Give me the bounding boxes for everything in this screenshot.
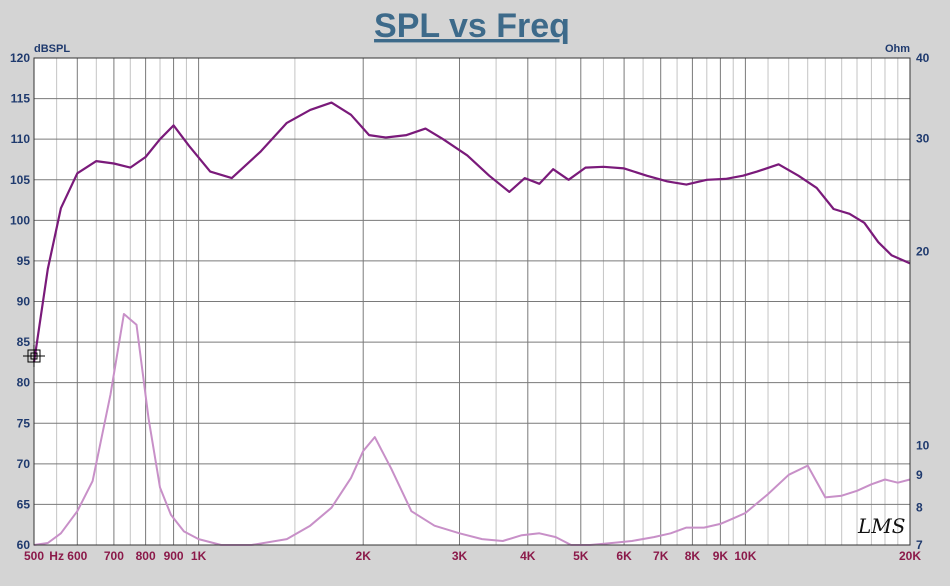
- y-right-tick-label: 7: [916, 538, 923, 552]
- x-tick-label: 8K: [685, 549, 701, 563]
- axis-tick-labels: 60 65 70 75 80 85 90 95 100 105 110 115 120 7 8 9 10 20 30…: [10, 51, 930, 563]
- grid-lines: [33, 57, 911, 546]
- y-left-tick-label: 100: [10, 213, 30, 227]
- x-tick-label: Hz: [49, 549, 64, 563]
- x-tick-label: 10K: [734, 549, 756, 563]
- x-tick-label: 700: [104, 549, 124, 563]
- chart-title: SPL vs Freq: [374, 7, 570, 45]
- x-tick-label: 20K: [899, 549, 921, 563]
- x-tick-label: 5K: [573, 549, 589, 563]
- plot-border: [33, 57, 911, 546]
- y-right-tick-label: 8: [916, 501, 923, 515]
- x-tick-label: 9K: [713, 549, 729, 563]
- x-tick-label: 6K: [616, 549, 632, 563]
- impedance-series-line: [33, 313, 911, 546]
- y-left-tick-label: 60: [17, 538, 31, 552]
- y-left-tick-label: 65: [17, 497, 31, 511]
- y-right-unit-label: Ohm: [885, 43, 910, 55]
- y-left-tick-label: 120: [10, 51, 30, 65]
- x-tick-label: 2K: [356, 549, 372, 563]
- y-right-tick-label: 40: [916, 51, 930, 65]
- y-right-tick-label: 30: [916, 131, 930, 145]
- y-left-tick-label: 80: [17, 376, 31, 390]
- x-tick-label: 4K: [520, 549, 536, 563]
- y-left-unit-label: dBSPL: [34, 43, 70, 55]
- y-left-tick-label: 115: [11, 92, 31, 106]
- y-left-tick-label: 75: [17, 416, 31, 430]
- x-tick-label: 7K: [653, 549, 669, 563]
- x-tick-label: 600: [67, 549, 87, 563]
- y-left-tick-label: 105: [10, 173, 30, 187]
- y-left-tick-label: 90: [17, 295, 31, 309]
- x-tick-label: 900: [164, 549, 184, 563]
- spl-series-line: [32, 101, 911, 363]
- data-series: [32, 101, 911, 546]
- x-tick-label: 500: [24, 549, 44, 563]
- y-left-tick-label: 70: [17, 457, 31, 471]
- x-tick-label: 800: [136, 549, 156, 563]
- y-left-tick-label: 85: [17, 335, 31, 349]
- y-right-tick-label: 10: [916, 438, 930, 452]
- x-tick-label: 3K: [452, 549, 468, 563]
- y-right-tick-label: 9: [916, 468, 923, 482]
- y-left-tick-label: 110: [11, 132, 31, 146]
- y-right-tick-label: 20: [916, 245, 930, 259]
- lms-logo: LMS: [857, 514, 905, 538]
- x-tick-label: 1K: [191, 549, 207, 563]
- y-left-tick-label: 95: [17, 254, 31, 268]
- cursor-marker-icon[interactable]: [23, 345, 45, 367]
